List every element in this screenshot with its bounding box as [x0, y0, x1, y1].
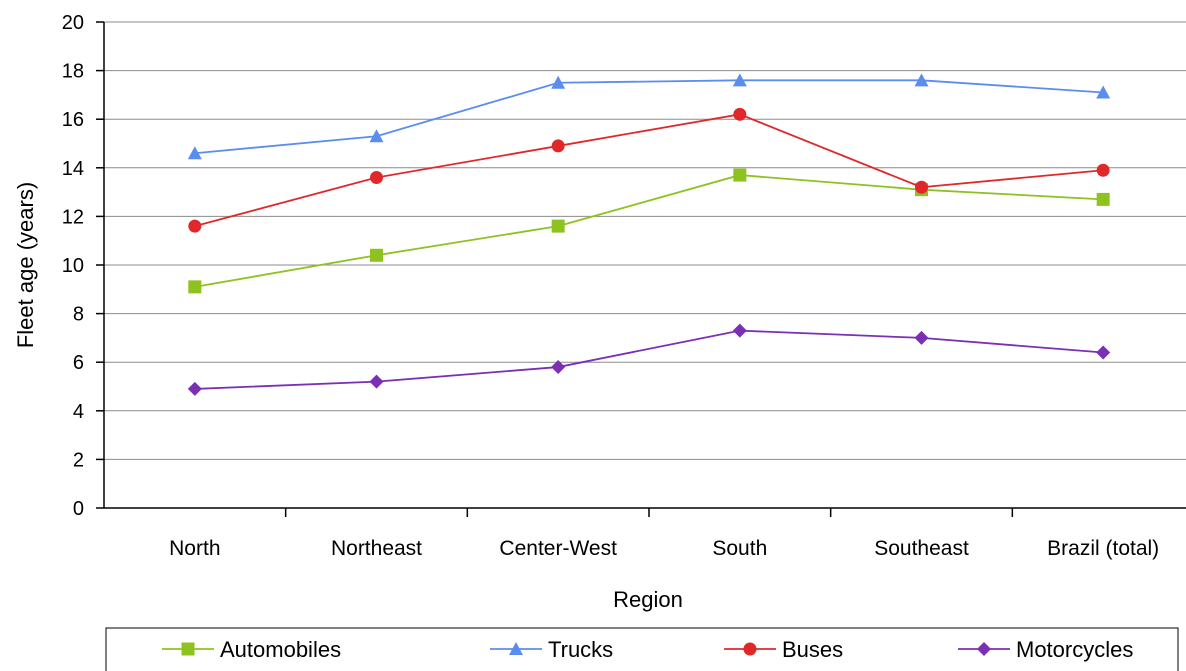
y-tick-label: 20	[62, 12, 84, 34]
legend-item-automobiles: Automobiles	[162, 637, 341, 662]
y-tick-label: 4	[73, 401, 84, 423]
data-point-buses-south	[733, 107, 747, 121]
data-point-automobiles-brazil-total	[1096, 192, 1110, 206]
x-tick-label-northeast: Northeast	[331, 537, 422, 560]
legend-label-motorcycles: Motorcycles	[1016, 637, 1133, 662]
data-point-motorcycles-brazil-total	[1096, 345, 1111, 360]
x-tick-label-southeast: Southeast	[874, 537, 969, 560]
series-line-trucks	[194, 79, 1104, 155]
y-tick-label: 0	[73, 498, 84, 520]
y-tick-label: 2	[73, 449, 84, 471]
data-point-automobiles-north	[188, 280, 202, 294]
data-point-trucks-brazil-total	[1096, 85, 1111, 99]
y-tick-label: 18	[62, 61, 84, 83]
legend: Automobiles Trucks Buses Motorcycles	[105, 627, 1179, 671]
legend-swatch-marker	[743, 642, 757, 656]
legend-swatch-marker	[509, 642, 523, 655]
x-tick-label-south: South	[712, 537, 767, 560]
data-point-trucks-north	[187, 146, 202, 160]
data-point-automobiles-northeast	[370, 248, 383, 262]
legend-item-trucks: Trucks	[490, 637, 613, 662]
data-point-buses-northeast	[370, 171, 383, 185]
y-tick-label: 14	[62, 158, 84, 180]
series-automobiles	[188, 168, 1110, 294]
legend-swatch-marker	[977, 642, 991, 656]
x-tick-label-center-west: Center-West	[499, 537, 617, 560]
x-tick-label-brazil-total: Brazil (total)	[1047, 537, 1159, 560]
data-point-automobiles-center-west	[551, 219, 565, 233]
legend-label-trucks: Trucks	[548, 637, 613, 662]
data-point-buses-southeast	[915, 180, 928, 194]
series-line-automobiles	[194, 174, 1104, 288]
legend-item-motorcycles: Motorcycles	[958, 637, 1133, 662]
data-point-trucks-southeast	[914, 73, 929, 87]
data-point-trucks-center-west	[551, 75, 566, 89]
data-point-buses-brazil-total	[1096, 163, 1110, 177]
x-tick-label-north: North	[169, 537, 220, 560]
series-trucks	[187, 73, 1111, 160]
data-point-motorcycles-northeast	[369, 374, 384, 389]
y-tick-label: 16	[62, 109, 84, 131]
y-axis-title: Fleet age (years)	[13, 182, 38, 348]
y-ticks: 0 2 4 6 8 10 12 14 16 18 20	[62, 12, 104, 520]
y-tick-label: 12	[62, 206, 84, 228]
series-line-buses	[194, 113, 1104, 227]
x-ticks: North Northeast Center-West South Southeast B…	[169, 508, 1159, 560]
series-group	[187, 73, 1111, 396]
gridlines	[104, 21, 1186, 460]
data-point-motorcycles-center-west	[551, 360, 566, 375]
legend-item-buses: Buses	[724, 637, 843, 662]
series-buses	[188, 107, 1110, 233]
data-point-buses-center-west	[551, 139, 565, 153]
legend-swatch-marker	[181, 642, 195, 656]
data-point-automobiles-south	[733, 168, 747, 182]
series-line-motorcycles	[194, 329, 1104, 390]
data-point-motorcycles-south	[732, 323, 747, 338]
data-point-buses-north	[188, 219, 202, 233]
data-point-motorcycles-north	[187, 381, 202, 396]
legend-label-automobiles: Automobiles	[220, 637, 341, 662]
x-axis-title: Region	[613, 587, 683, 612]
legend-label-buses: Buses	[782, 637, 843, 662]
data-point-motorcycles-southeast	[914, 330, 929, 345]
data-point-trucks-northeast	[369, 129, 384, 143]
data-point-trucks-south	[732, 73, 747, 87]
y-tick-label: 6	[73, 352, 84, 374]
series-motorcycles	[187, 323, 1111, 396]
y-tick-label: 10	[62, 255, 84, 277]
y-tick-label: 8	[73, 304, 84, 326]
